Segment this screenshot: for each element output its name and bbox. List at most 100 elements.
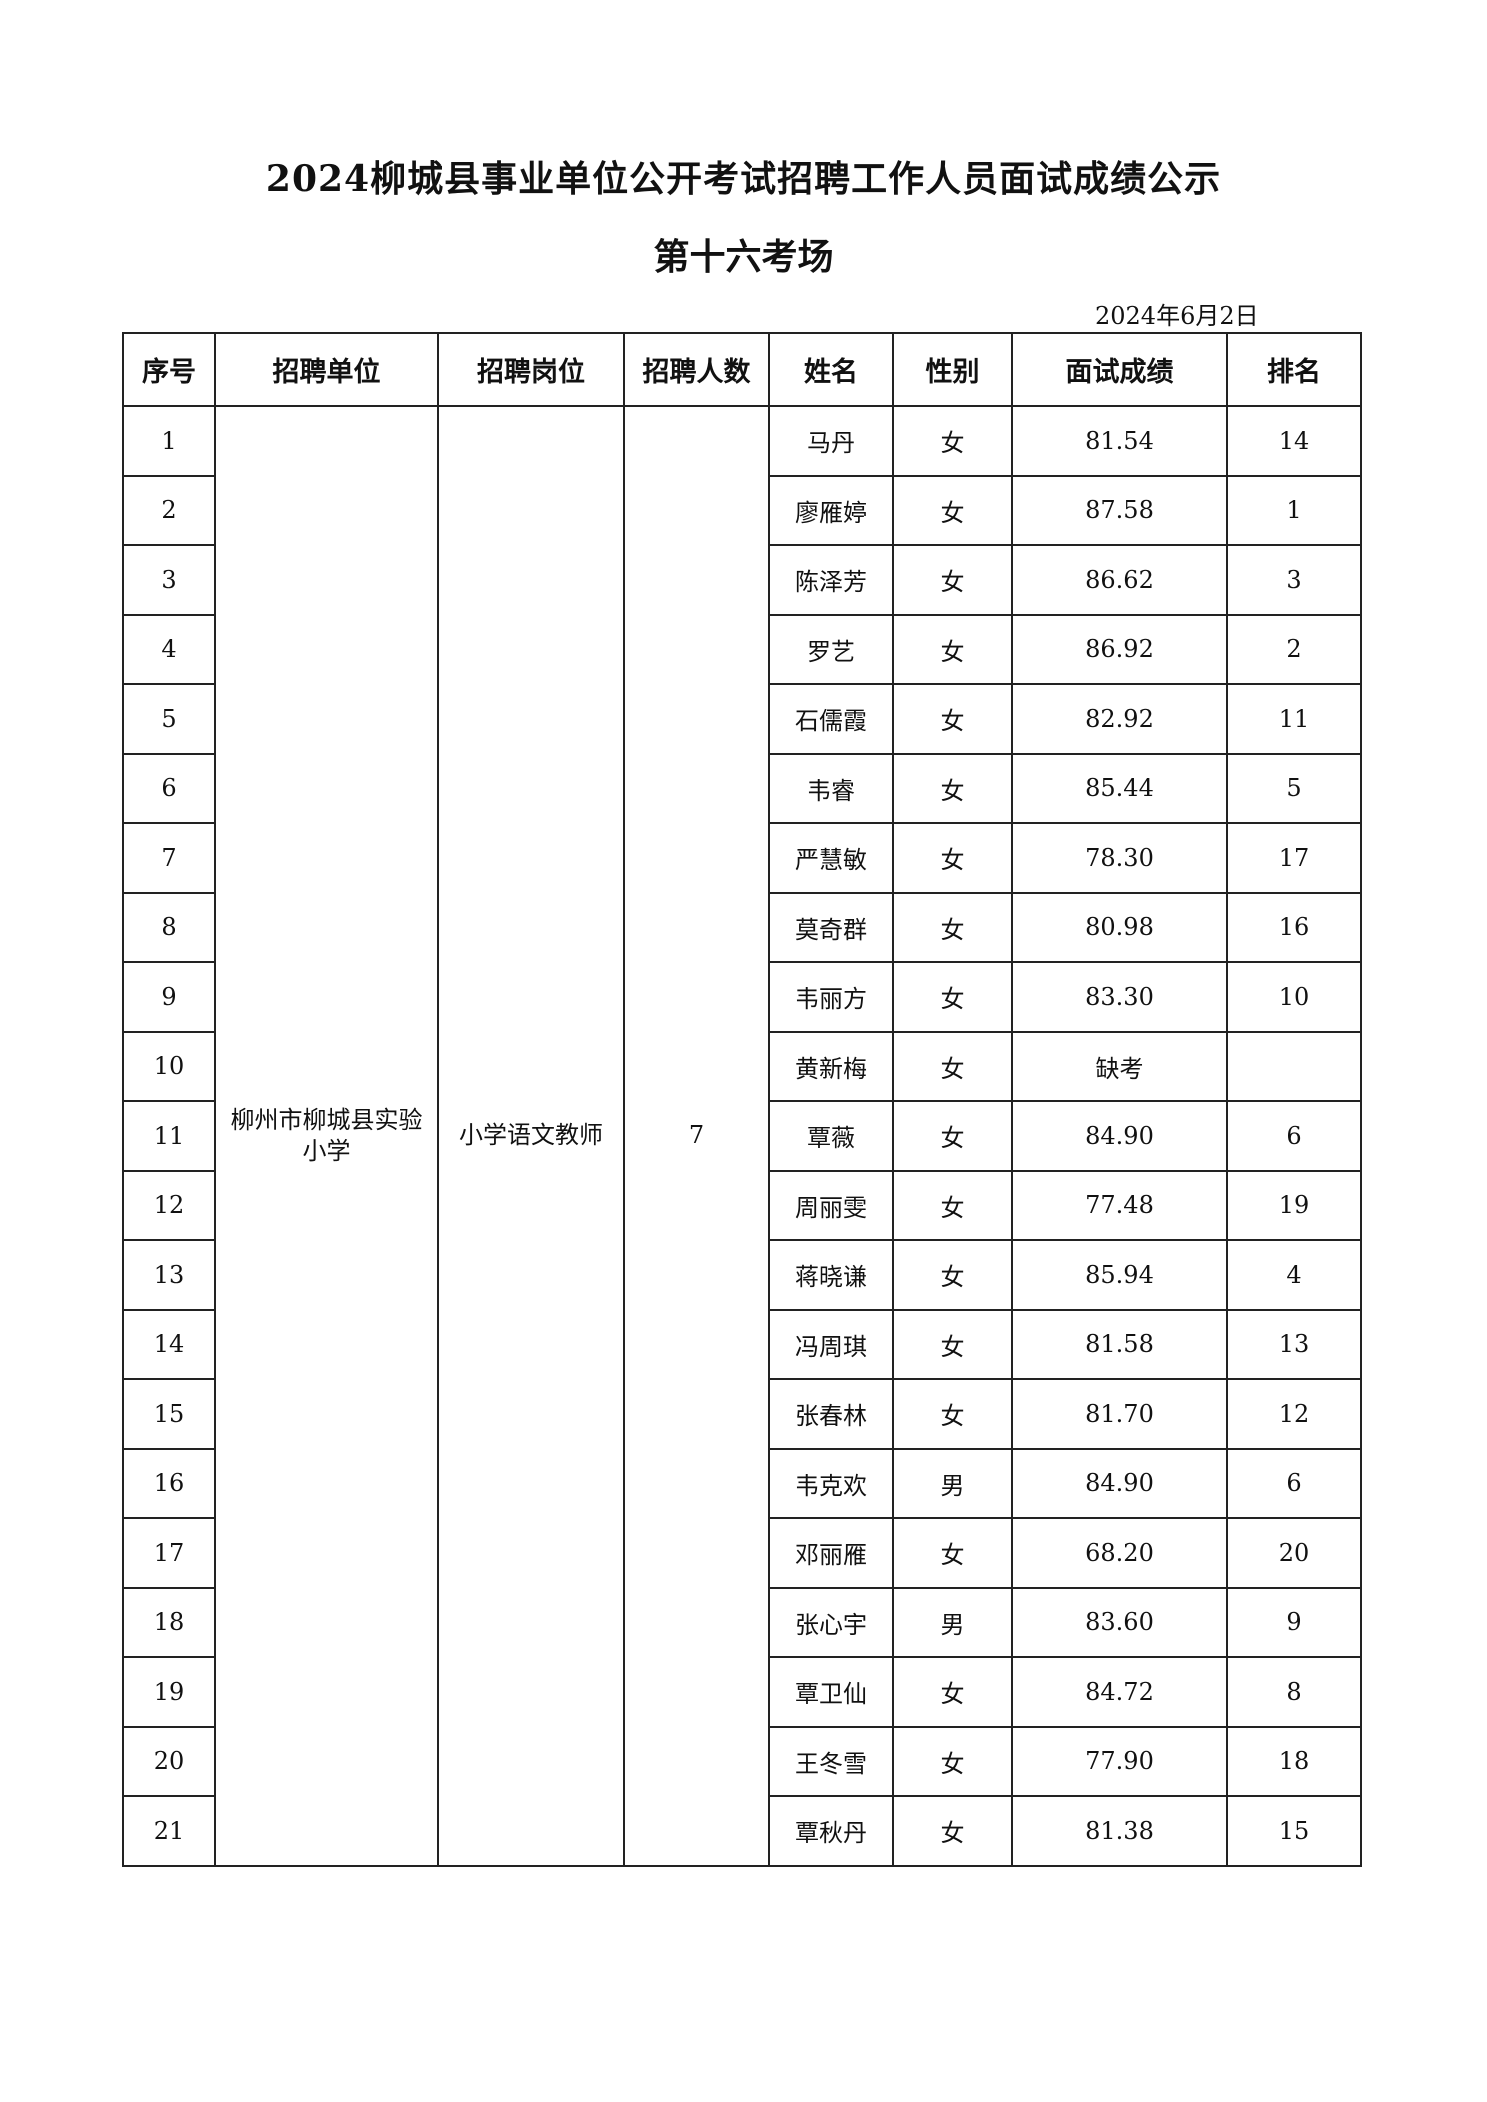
cell-score: 83.30 [1011,961,1228,1033]
cell-score: 87.58 [1011,474,1228,546]
cell-rank: 6 [1226,1100,1362,1172]
cell-rank: 3 [1226,544,1362,616]
cell-gender: 女 [892,1100,1013,1172]
cell-gender: 男 [892,1586,1013,1658]
cell-score: 81.38 [1011,1795,1228,1867]
cell-rank: 9 [1226,1586,1362,1658]
cell-no: 21 [122,1795,216,1867]
cell-no: 20 [122,1725,216,1797]
header-rank: 排名 [1226,332,1362,407]
table-row: 5 石儒霞女 82.92 11 [122,683,1362,755]
cell-no: 15 [122,1378,216,1450]
cell-score: 85.94 [1011,1239,1228,1311]
cell-gender: 女 [892,1308,1013,1380]
cell-name: 冯周琪 [768,1308,894,1380]
table-row: 20 王冬雪女 77.90 18 [122,1725,1362,1797]
cell-rank: 11 [1226,683,1362,755]
cell-rank: 5 [1226,752,1362,824]
cell-score: 86.62 [1011,544,1228,616]
cell-score: 缺考 [1011,1030,1228,1102]
cell-score: 78.30 [1011,822,1228,894]
cell-rank: 1 [1226,474,1362,546]
cell-name: 廖雁婷 [768,474,894,546]
table-row: 19 覃卫仙女 84.72 8 [122,1656,1362,1728]
cell-gender: 女 [892,1517,1013,1589]
cell-no: 3 [122,544,216,616]
cell-score: 85.44 [1011,752,1228,824]
cell-rank: 2 [1226,613,1362,685]
cell-no: 16 [122,1447,216,1519]
table-row: 10 黄新梅女缺考 [122,1030,1362,1102]
cell-name: 莫奇群 [768,891,894,963]
table-row: 16 韦克欢男 84.90 6 [122,1447,1362,1519]
table-row: 6 韦睿女 85.44 5 [122,752,1362,824]
cell-gender: 女 [892,961,1013,1033]
table-header-row: 序号 招聘单位 招聘岗位 招聘人数 姓名 性别 面试成绩 排名 [122,332,1362,407]
cell-name: 王冬雪 [768,1725,894,1797]
cell-rank: 16 [1226,891,1362,963]
table-row: 12 周丽雯女 77.48 19 [122,1169,1362,1241]
cell-gender: 女 [892,1239,1013,1311]
cell-score: 84.72 [1011,1656,1228,1728]
page-subtitle: 第十六考场 [653,236,834,278]
table-row: 18 张心宇男 83.60 9 [122,1586,1362,1658]
header-quota: 招聘人数 [623,332,770,407]
cell-gender: 女 [892,613,1013,685]
cell-no: 8 [122,891,216,963]
cell-name: 周丽雯 [768,1169,894,1241]
cell-name: 韦克欢 [768,1447,894,1519]
cell-name: 陈泽芳 [768,544,894,616]
cell-gender: 女 [892,891,1013,963]
cell-rank: 17 [1226,822,1362,894]
cell-name: 蒋晓谦 [768,1239,894,1311]
cell-no: 18 [122,1586,216,1658]
page-title: 2024柳城县事业单位公开考试招聘工作人员面试成绩公示 [265,158,1222,200]
table-row: 13 蒋晓谦女 85.94 4 [122,1239,1362,1311]
cell-no: 14 [122,1308,216,1380]
cell-rank [1226,1030,1362,1102]
cell-no: 13 [122,1239,216,1311]
header-name: 姓名 [768,332,894,407]
cell-score: 77.48 [1011,1169,1228,1241]
cell-score: 84.90 [1011,1100,1228,1172]
cell-name: 严慧敏 [768,822,894,894]
cell-rank: 19 [1226,1169,1362,1241]
cell-no: 19 [122,1656,216,1728]
cell-name: 石儒霞 [768,683,894,755]
cell-rank: 20 [1226,1517,1362,1589]
cell-score: 81.54 [1011,405,1228,477]
results-table: 序号 招聘单位 招聘岗位 招聘人数 姓名 性别 面试成绩 排名 1 柳州市柳城县实… [122,332,1362,1867]
cell-score: 81.58 [1011,1308,1228,1380]
table-row: 9 韦丽方女 83.30 10 [122,961,1362,1033]
cell-no: 11 [122,1100,216,1172]
cell-no: 4 [122,613,216,685]
cell-name: 覃薇 [768,1100,894,1172]
cell-no: 2 [122,474,216,546]
cell-rank: 12 [1226,1378,1362,1450]
cell-rank: 6 [1226,1447,1362,1519]
cell-rank: 10 [1226,961,1362,1033]
header-gender: 性别 [892,332,1013,407]
publish-date: 2024年6月2日 [1095,302,1259,330]
cell-rank: 8 [1226,1656,1362,1728]
cell-rank: 14 [1226,405,1362,477]
table-row: 7 严慧敏女 78.30 17 [122,822,1362,894]
cell-no: 12 [122,1169,216,1241]
cell-score: 68.20 [1011,1517,1228,1589]
table-row: 4 罗艺女 86.92 2 [122,613,1362,685]
cell-no: 6 [122,752,216,824]
cell-score: 80.98 [1011,891,1228,963]
cell-rank: 15 [1226,1795,1362,1867]
table-row: 3 陈泽芳女 86.62 3 [122,544,1362,616]
table-row: 1 柳州市柳城县实验小学 小学语文教师 7 马丹女 81.54 14 [122,405,1362,1867]
cell-no: 9 [122,961,216,1033]
cell-gender: 女 [892,752,1013,824]
cell-quota: 7 [623,405,770,1867]
cell-name: 覃卫仙 [768,1656,894,1728]
cell-no: 17 [122,1517,216,1589]
cell-gender: 女 [892,822,1013,894]
header-unit: 招聘单位 [214,332,439,407]
cell-score: 82.92 [1011,683,1228,755]
cell-name: 韦丽方 [768,961,894,1033]
cell-no: 5 [122,683,216,755]
